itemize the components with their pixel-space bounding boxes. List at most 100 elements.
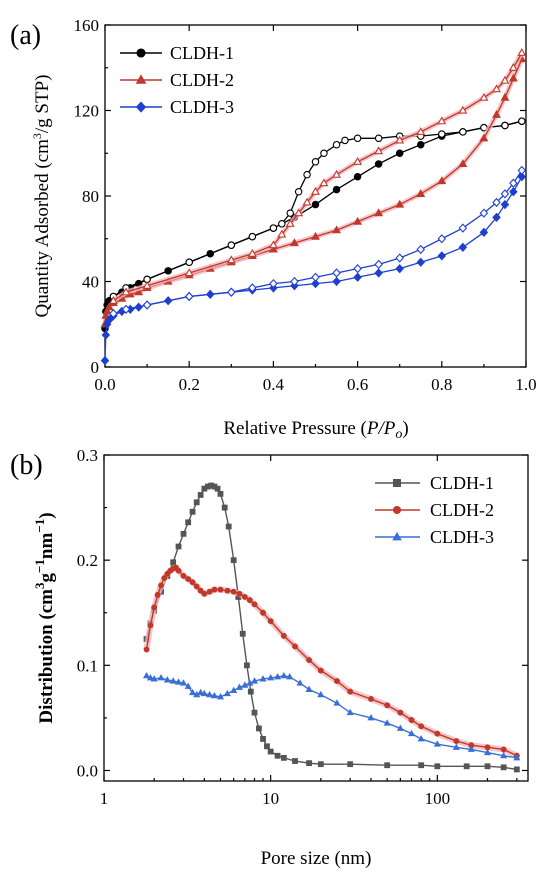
y-tick-label-40: 40 (82, 273, 99, 292)
cldh-2-point (197, 587, 204, 594)
cldh-2-point (241, 594, 248, 600)
cldh-1-point (513, 766, 520, 773)
cldh-3-desorption-point (416, 244, 426, 255)
cldh-3-point (483, 748, 492, 756)
cldh-1-point (175, 543, 182, 550)
pore-y-tick-label-0.2: 0.2 (77, 551, 98, 570)
cldh-2-point (236, 590, 243, 597)
cldh-2-point (143, 646, 150, 653)
y-tick-label-80: 80 (82, 187, 99, 206)
cldh-3-point (513, 753, 521, 761)
cldh-1-adsorption-point (395, 149, 404, 158)
x-tick-label-0.8: 0.8 (431, 375, 452, 394)
cldh-2-adsorption-point (353, 216, 363, 225)
cldh-3-point (305, 685, 313, 692)
cldh-2-point (154, 591, 161, 598)
cldh-3-point (280, 671, 288, 679)
cldh-2-desorption-point (395, 135, 405, 144)
cldh-2-desorption-point (517, 47, 527, 56)
cldh-3-adsorption-point (492, 212, 501, 223)
cldh-1-point (180, 530, 187, 537)
cldh-1-point (384, 762, 391, 769)
cldh-2-point (397, 709, 404, 716)
cldh-2-adsorption-point (311, 231, 320, 240)
cldh-1-desorption-point (353, 134, 362, 143)
cldh-2-point (189, 579, 196, 586)
cldh-2-adsorption-point (101, 310, 111, 319)
isotherm-panel-label: (a) (10, 20, 41, 51)
cldh-3-point (467, 745, 475, 752)
cldh-2-point (334, 678, 340, 685)
pore-x-tick-label-10: 10 (262, 789, 279, 808)
cldh-2-desorption-point (374, 146, 384, 155)
cldh-3-desorption-point (121, 304, 131, 314)
cldh-2-desorption-point (294, 208, 304, 217)
cldh-1-desorption-point (518, 117, 526, 125)
cldh-3-point (273, 673, 282, 680)
cldh-3-line (146, 675, 517, 759)
cldh-2-point (434, 730, 441, 737)
cldh-2-adsorption-point (268, 244, 278, 253)
cldh-3-point (150, 675, 158, 682)
cldh-1-point (260, 736, 266, 742)
cldh-3-desorption-point (509, 178, 518, 188)
pore-legend-marker-cldh-3 (392, 531, 402, 541)
isotherm-x-axis-label: Relative Pressure (P/Po) (223, 418, 408, 442)
cldh-3-point (246, 679, 254, 686)
CLDH-2-glow (143, 564, 519, 759)
cldh-1-desorption-point (459, 128, 467, 136)
cldh-2-adsorption-point (479, 133, 489, 142)
cldh-2-adsorption-point (437, 176, 447, 185)
cldh-2-desorption-point (311, 186, 320, 195)
cldh-3-point (296, 679, 304, 686)
cldh-1-point (255, 725, 262, 732)
legend-marker-cldh-1 (136, 48, 146, 58)
cldh-3-adsorption-point (353, 272, 362, 282)
cldh-3-adsorption-point (100, 355, 110, 366)
cldh-3-desorption-point (479, 208, 489, 218)
x-tick-label-0.0: 0.0 (94, 375, 115, 394)
pore-x-tick-label-1: 1 (100, 789, 109, 808)
cldh-2-desorption-point (302, 197, 312, 206)
cldh-1-point (463, 763, 470, 770)
cldh-2-point (206, 588, 213, 595)
cldh-3-adsorption-point (416, 257, 426, 267)
cldh-3-point (179, 679, 188, 686)
cldh-1-desorption-point (185, 258, 193, 267)
cldh-1-point (264, 743, 270, 750)
cldh-2-point (185, 576, 192, 583)
isotherm-y-axis-label: Quantity Adsorbed (cm3/g STP) (30, 75, 53, 318)
cldh-2-point (161, 575, 168, 581)
cldh-1-point (251, 709, 258, 716)
x-tick-label-1.0: 1.0 (515, 375, 536, 394)
cldh-3-desorption-point (492, 197, 501, 208)
cldh-3-desorption-point (269, 278, 278, 289)
cldh-2-desorption-point (500, 75, 510, 84)
cldh-2-desorption-point (226, 255, 236, 264)
cldh-3-adsorption-point (517, 172, 527, 182)
cldh-2-desorption-point (508, 62, 518, 71)
pore-plot-frame (103, 454, 529, 782)
cldh-2-point (292, 643, 298, 650)
cldh-1-desorption-point (320, 149, 328, 158)
cldh-1-point (267, 748, 274, 755)
cldh-3-desorption-point (311, 272, 320, 282)
cldh-1-point (292, 758, 298, 764)
cldh-2-point (158, 582, 165, 589)
isotherm-series-cldh-2 (100, 47, 527, 328)
y-tick-label-0: 0 (91, 358, 100, 377)
pore-x-axis-label: Pore size (nm) (261, 848, 372, 869)
pore-legend-marker-cldh-1 (393, 479, 401, 487)
cldh-2-adsorption-point (500, 92, 510, 101)
cldh-3-adsorption-point (104, 315, 114, 325)
cldh-3-point (223, 689, 231, 697)
cldh-2-point (384, 702, 391, 709)
isotherm-plot-frame (104, 24, 527, 368)
cldh-3-point (184, 682, 192, 689)
cldh-2-point (230, 588, 237, 595)
cldh-3-point (163, 676, 171, 683)
cldh-3-point (169, 677, 177, 684)
cldh-1-desorption-point (269, 224, 278, 232)
cldh-3-adsorption-point (509, 187, 518, 197)
cldh-2-adsorption-point (104, 302, 114, 311)
